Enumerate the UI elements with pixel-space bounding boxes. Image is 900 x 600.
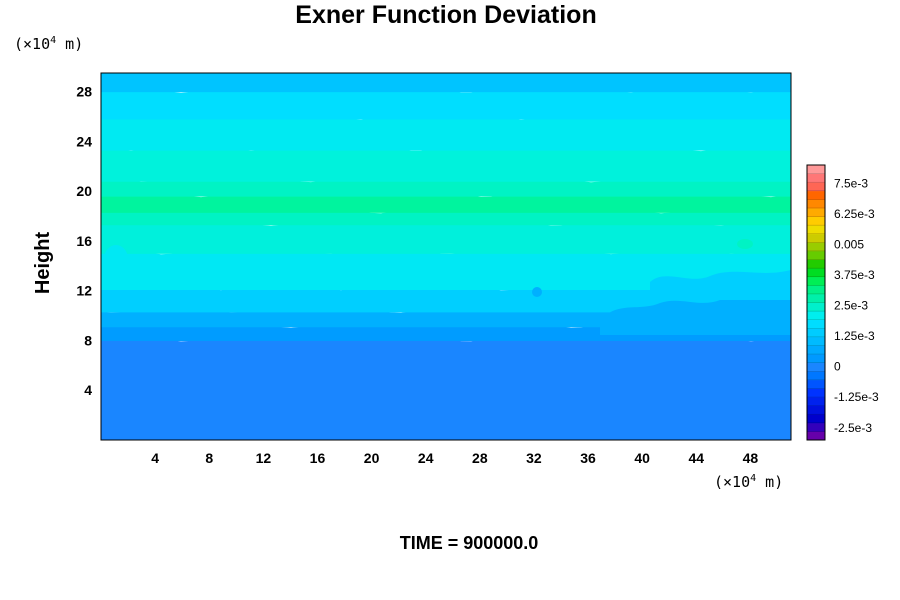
contour-features [104, 239, 791, 335]
contour-blob [737, 239, 753, 249]
colorbar-swatch [807, 242, 825, 252]
colorbar-label: 6.25e-3 [834, 207, 875, 221]
colorbar-swatch [807, 225, 825, 235]
x-axis-ticks: 4 8 12 16 20 24 28 32 36 40 44 48 [151, 450, 758, 466]
contour-blob [532, 287, 542, 297]
contour-band [101, 247, 791, 290]
colorbar-swatch [807, 165, 825, 174]
x-tick-label: 36 [580, 450, 596, 466]
colorbar-swatch [807, 182, 825, 192]
contour-band [101, 283, 791, 313]
colorbar-swatch [807, 293, 825, 303]
contour-bands [101, 73, 791, 440]
colorbar-swatch [807, 207, 825, 217]
x-tick-label: 16 [310, 450, 326, 466]
colorbar-swatch [807, 379, 825, 389]
colorbar-swatch [807, 362, 825, 372]
x-axis-unit-tail: m) [756, 473, 783, 491]
contour-band [101, 144, 791, 182]
y-axis-label: Height [32, 232, 54, 295]
y-axis-unit-exponent: 4 [50, 35, 56, 46]
x-tick-label: 48 [743, 450, 759, 466]
x-tick-label: 12 [256, 450, 272, 466]
colorbar-swatch [807, 250, 825, 260]
colorbar-label: 2.5e-3 [834, 299, 868, 313]
x-tick-label: 8 [205, 450, 213, 466]
plot-frame [100, 72, 792, 441]
y-tick-label: 24 [76, 133, 92, 149]
colorbar-swatch [807, 199, 825, 209]
colorbar-label: 3.75e-3 [834, 268, 875, 282]
x-tick-label: 40 [634, 450, 650, 466]
x-tick-label: 28 [472, 450, 488, 466]
colorbar-swatch [807, 414, 825, 424]
y-axis-unit-tail: m) [56, 35, 83, 53]
colorbar-swatch [807, 311, 825, 321]
colorbar-swatch [807, 268, 825, 278]
contour-band [101, 73, 791, 93]
colorbar-label: -1.25e-3 [834, 390, 879, 404]
y-tick-label: 16 [76, 233, 92, 249]
colorbar-labels: 7.5e-3 6.25e-3 0.005 3.75e-3 2.5e-3 1.25e-3 0 -… [834, 176, 879, 435]
x-axis-unit-exponent: 4 [750, 473, 756, 484]
colorbar-label: 0 [834, 360, 841, 374]
colorbar-swatch [807, 319, 825, 329]
y-axis-ticks: 4 8 12 16 20 24 28 [76, 84, 92, 399]
contour-lobe [600, 296, 791, 335]
colorbar [806, 164, 826, 441]
chart-title: Exner Function Deviation [295, 1, 596, 29]
x-axis-unit: (×104 m) [714, 473, 783, 491]
colorbar-swatch [807, 190, 825, 200]
colorbar-swatch [807, 173, 825, 183]
contour-blob [104, 245, 128, 273]
x-tick-label: 20 [364, 450, 380, 466]
contour-band [101, 85, 791, 120]
x-tick-label: 24 [418, 450, 434, 466]
colorbar-swatch [807, 388, 825, 398]
colorbar-swatch [807, 276, 825, 286]
colorbar-swatch [807, 233, 825, 243]
contour-band [101, 113, 791, 151]
colorbar-label: 7.5e-3 [834, 176, 868, 190]
y-tick-label: 12 [76, 283, 92, 299]
contour-lobe [650, 270, 791, 300]
y-axis-unit: (×104 m) [14, 35, 83, 53]
colorbar-swatch [807, 405, 825, 415]
y-tick-label: 4 [84, 382, 92, 398]
colorbar-swatch [807, 345, 825, 355]
y-tick-label: 8 [84, 332, 92, 348]
colorbar-swatch [807, 216, 825, 226]
colorbar-swatch [807, 328, 825, 338]
colorbar-frame [806, 164, 826, 441]
y-axis-unit-base: (×10 [14, 35, 50, 53]
y-tick-label: 28 [76, 84, 92, 100]
x-tick-label: 4 [151, 450, 159, 466]
colorbar-swatch [807, 371, 825, 381]
contour-band [101, 218, 791, 254]
colorbar-swatch [807, 354, 825, 364]
colorbar-swatch [807, 336, 825, 346]
colorbar-swatch [807, 302, 825, 312]
colorbar-swatch [807, 285, 825, 295]
colorbar-label: 1.25e-3 [834, 329, 875, 343]
contour-band [101, 334, 791, 440]
time-label: TIME = 900000.0 [400, 533, 539, 553]
colorbar-swatch [807, 397, 825, 407]
colorbar-label: -2.5e-3 [834, 421, 872, 435]
plot-area [100, 72, 792, 441]
colorbar-swatch [807, 259, 825, 269]
colorbar-swatch [807, 422, 825, 432]
y-tick-label: 20 [76, 183, 92, 199]
colorbar-label: 0.005 [834, 237, 864, 251]
x-axis-unit-base: (×10 [714, 473, 750, 491]
x-tick-label: 32 [526, 450, 542, 466]
colorbar-swatch [807, 431, 825, 441]
x-tick-label: 44 [689, 450, 705, 466]
